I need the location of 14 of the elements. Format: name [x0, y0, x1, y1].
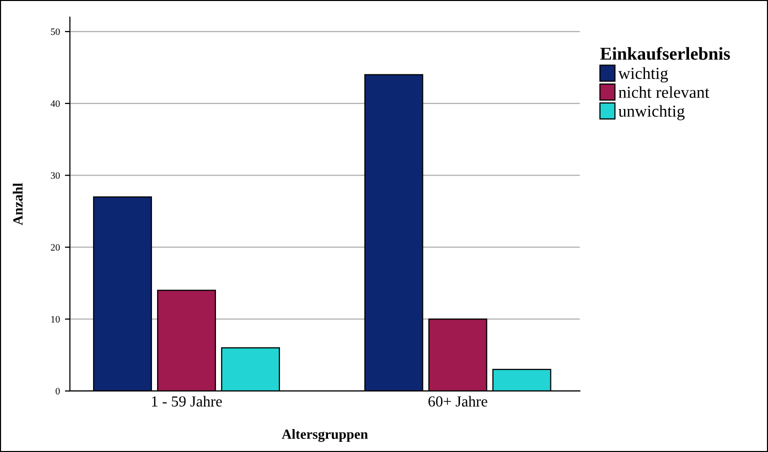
- x-axis-title: Altersgruppen: [282, 429, 368, 442]
- legend-title: Einkaufserlebnis: [600, 46, 730, 60]
- y-tick-label: 20: [50, 244, 60, 251]
- x-tick-label: 1 - 59 Jahre: [152, 396, 222, 407]
- x-tick-label: 60+ Jahre: [428, 396, 488, 407]
- y-tick-label: 30: [50, 172, 60, 179]
- y-tick-label: 0: [56, 388, 60, 394]
- y-tick-label: 50: [51, 28, 60, 36]
- y-tick-label: 40: [50, 100, 60, 107]
- y-tick-label: 10: [51, 316, 60, 323]
- y-axis-title: Anzahl: [12, 183, 23, 226]
- legend-label: wichtig: [618, 67, 668, 82]
- legend-label: nicht relevant: [618, 86, 710, 98]
- legend-label: unwichtig: [618, 105, 685, 120]
